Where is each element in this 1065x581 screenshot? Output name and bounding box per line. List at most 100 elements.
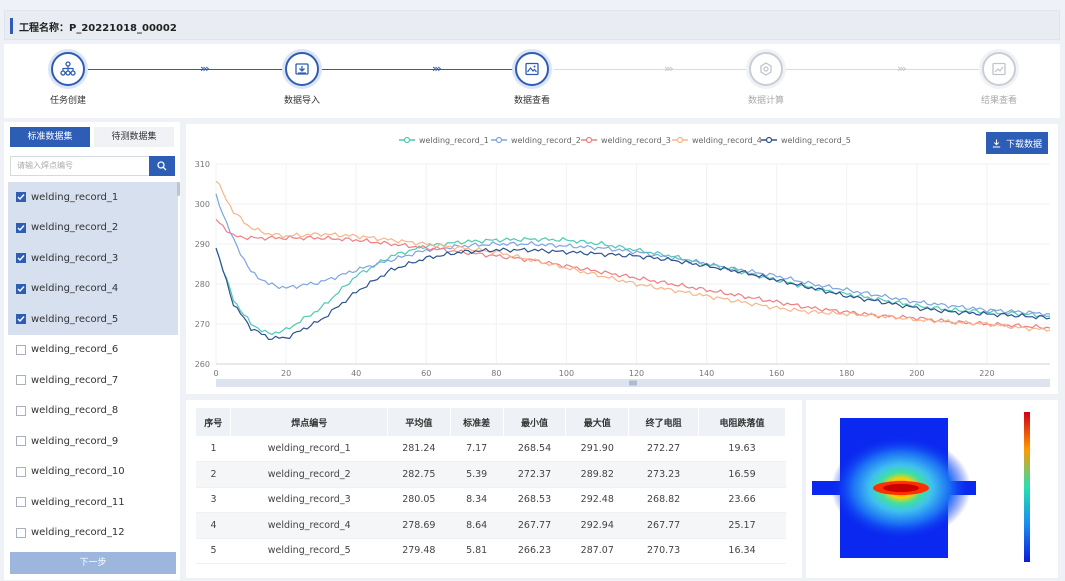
- tab-standard-dataset[interactable]: 标准数据集: [10, 127, 90, 147]
- y-tick-label: 270: [195, 320, 210, 329]
- y-tick-label: 310: [195, 160, 210, 169]
- record-label: welding_record_4: [31, 283, 119, 295]
- legend-label[interactable]: welding_record_5: [781, 136, 851, 145]
- table-row[interactable]: 5 welding_record_5 279.48 5.81 266.23 287.07 2…: [196, 538, 786, 564]
- checkbox[interactable]: [16, 192, 26, 203]
- list-item[interactable]: welding_record_6: [8, 335, 178, 366]
- table-cell: welding_record_2: [230, 461, 388, 488]
- x-tick-label: 220: [979, 369, 994, 378]
- stats-table-panel: 序号 焊点编号 平均值 标准差 最小值 最大值 终了电阻 电阻跌落值 1 welding_rec…: [186, 400, 802, 578]
- step-connector: [784, 69, 979, 70]
- table-cell: 1: [196, 436, 231, 462]
- series-line-welding_record_1: [215, 236, 1051, 336]
- step-arrow-icon: ›››: [897, 62, 907, 75]
- table-cell: welding_record_4: [230, 512, 388, 539]
- legend-label[interactable]: welding_record_1: [419, 136, 489, 145]
- table-cell: 280.05: [387, 487, 451, 513]
- step-label: 数据查看: [513, 96, 550, 106]
- list-item[interactable]: welding_record_8: [8, 396, 178, 427]
- step-task-create[interactable]: 任务创建: [28, 52, 108, 106]
- list-item[interactable]: welding_record_10: [8, 457, 178, 488]
- checkmark-icon: [17, 224, 25, 231]
- legend-label[interactable]: welding_record_4: [692, 136, 762, 145]
- line-chart: 0 20 40 60 80 100 120 140 160 180 200 220 260 270 280 2…: [195, 136, 1051, 387]
- compute-icon: [749, 52, 783, 86]
- table-cell: 281.24: [387, 436, 451, 462]
- step-label: 结果查看: [980, 96, 1017, 106]
- step-result-view[interactable]: 结果查看: [959, 52, 1039, 106]
- record-label: welding_record_3: [31, 252, 119, 264]
- table-cell: 16.34: [698, 538, 786, 564]
- checkbox[interactable]: [16, 283, 26, 294]
- workflow-stepper: ››› ››› ››› ››› 任务创建 数据导入 数据查看 数据计算 结果查看: [4, 44, 1060, 118]
- checkbox[interactable]: [16, 314, 26, 325]
- list-item[interactable]: welding_record_12: [8, 518, 178, 549]
- project-title: 工程名称：P_20221018_00002: [19, 23, 177, 34]
- list-item[interactable]: welding_record_7: [8, 365, 178, 396]
- column-header: 序号: [196, 408, 232, 436]
- table-cell: 19.63: [698, 436, 786, 462]
- project-header: 工程名称：P_20221018_00002: [4, 10, 1060, 40]
- column-header: 焊点编号: [230, 408, 388, 436]
- step-data-view[interactable]: 数据查看: [492, 52, 572, 106]
- table-row[interactable]: 4 welding_record_4 278.69 8.64 267.77 292.94 2…: [196, 512, 786, 539]
- series-line-welding_record_4: [215, 180, 1051, 332]
- list-item[interactable]: welding_record_2: [8, 212, 178, 243]
- checkbox[interactable]: [16, 344, 26, 355]
- table-cell: 5.39: [450, 461, 504, 488]
- table-cell: 4: [196, 512, 231, 539]
- x-tick-label: 140: [699, 369, 714, 378]
- record-label: welding_record_6: [31, 344, 119, 356]
- record-label: welding_record_5: [31, 313, 119, 325]
- checkmark-icon: [17, 285, 25, 292]
- checkbox[interactable]: [16, 222, 26, 233]
- checkbox[interactable]: [16, 466, 26, 477]
- list-item[interactable]: welding_record_5: [8, 304, 178, 335]
- checkbox[interactable]: [16, 375, 26, 386]
- search-input[interactable]: 请输入焊点编号: [10, 156, 150, 176]
- table-cell: 270.73: [628, 538, 699, 564]
- record-label: welding_record_2: [31, 222, 119, 234]
- step-arrow-icon: ›››: [432, 62, 442, 75]
- table-row[interactable]: 2 welding_record_2 282.75 5.39 272.37 289.82 2…: [196, 461, 786, 488]
- checkmark-icon: [17, 194, 25, 201]
- list-item[interactable]: welding_record_9: [8, 426, 178, 457]
- list-item[interactable]: welding_record_3: [8, 243, 178, 274]
- search-button[interactable]: [149, 156, 175, 176]
- x-tick-label: 40: [351, 369, 361, 378]
- legend-marker: [676, 136, 684, 144]
- table-cell: 268.54: [503, 436, 566, 462]
- table-cell: 5.81: [450, 538, 504, 564]
- list-scrollbar[interactable]: [177, 182, 180, 196]
- step-label: 数据导入: [283, 96, 320, 106]
- step-label: 任务创建: [49, 96, 86, 106]
- tab-test-dataset[interactable]: 待测数据集: [94, 127, 174, 147]
- download-data-button[interactable]: 下载数据: [986, 132, 1048, 154]
- zoom-slider-handle[interactable]: [629, 380, 637, 386]
- checkbox[interactable]: [16, 436, 26, 447]
- list-item[interactable]: welding_record_4: [8, 273, 178, 304]
- network-icon: [51, 52, 85, 86]
- checkbox[interactable]: [16, 405, 26, 416]
- download-icon: [992, 139, 1001, 147]
- table-cell: welding_record_5: [230, 538, 388, 564]
- step-data-compute[interactable]: 数据计算: [726, 52, 806, 106]
- list-item[interactable]: welding_record_11: [8, 487, 178, 518]
- table-cell: 268.53: [503, 487, 566, 513]
- header-accent-bar: [10, 18, 13, 34]
- checkbox[interactable]: [16, 497, 26, 508]
- legend-label[interactable]: welding_record_3: [601, 136, 671, 145]
- table-row[interactable]: 1 welding_record_1 281.24 7.17 268.54 291.90 2…: [196, 436, 786, 462]
- result-icon: [982, 52, 1016, 86]
- legend-label[interactable]: welding_record_2: [511, 136, 581, 145]
- checkbox[interactable]: [16, 253, 26, 264]
- image-icon: [515, 52, 549, 86]
- list-item[interactable]: welding_record_1: [8, 182, 178, 213]
- table-cell: 3: [196, 487, 231, 513]
- table-cell: 5: [196, 538, 231, 564]
- step-data-import[interactable]: 数据导入: [262, 52, 342, 106]
- checkbox[interactable]: [16, 527, 26, 538]
- table-row[interactable]: 3 welding_record_3 280.05 8.34 268.53 292.48 2…: [196, 487, 786, 513]
- next-step-button[interactable]: 下一步: [10, 552, 176, 574]
